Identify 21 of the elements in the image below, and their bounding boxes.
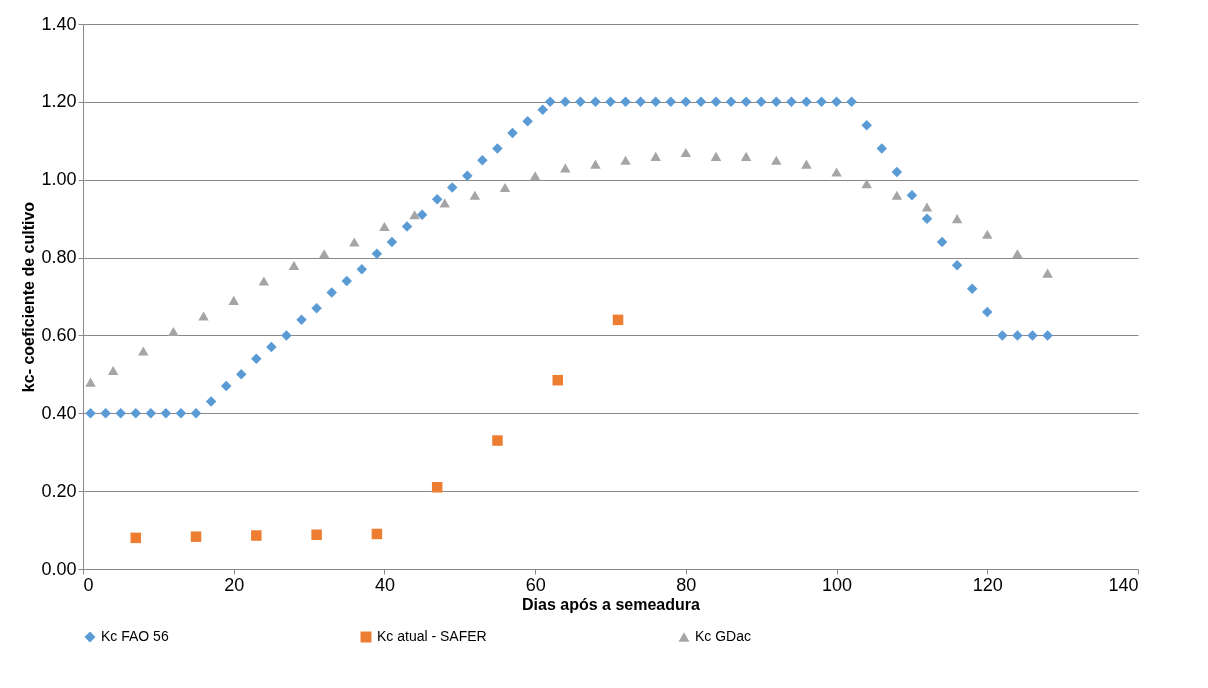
y-tick-label: 0.20 (41, 480, 77, 501)
x-tick-label: 140 (1108, 574, 1139, 595)
y-tick-label: 0.40 (41, 402, 77, 423)
y-tick-label: 0.80 (41, 247, 77, 268)
x-tick-label: 60 (525, 574, 546, 595)
y-tick-label: 0.00 (41, 558, 77, 579)
legend-label: Kc FAO 56 (101, 628, 169, 644)
y-axis-title: kc- coeficiente de cultivo (20, 201, 38, 393)
x-tick-label: 80 (676, 574, 697, 595)
x-tick-label: 120 (972, 574, 1003, 595)
legend-label: Kc GDac (695, 628, 752, 644)
x-tick-label: 100 (822, 574, 853, 595)
y-tick-label: 1.40 (41, 13, 77, 34)
x-tick-label: 20 (224, 574, 245, 595)
legend-label: Kc atual - SAFER (377, 628, 487, 644)
x-tick-label: 0 (83, 574, 94, 595)
x-axis-title: Dias após a semeadura (522, 595, 701, 613)
y-tick-label: 1.00 (41, 169, 77, 190)
x-tick-label: 40 (374, 574, 395, 595)
y-tick-label: 1.20 (41, 91, 77, 112)
y-tick-label: 0.60 (41, 324, 77, 345)
